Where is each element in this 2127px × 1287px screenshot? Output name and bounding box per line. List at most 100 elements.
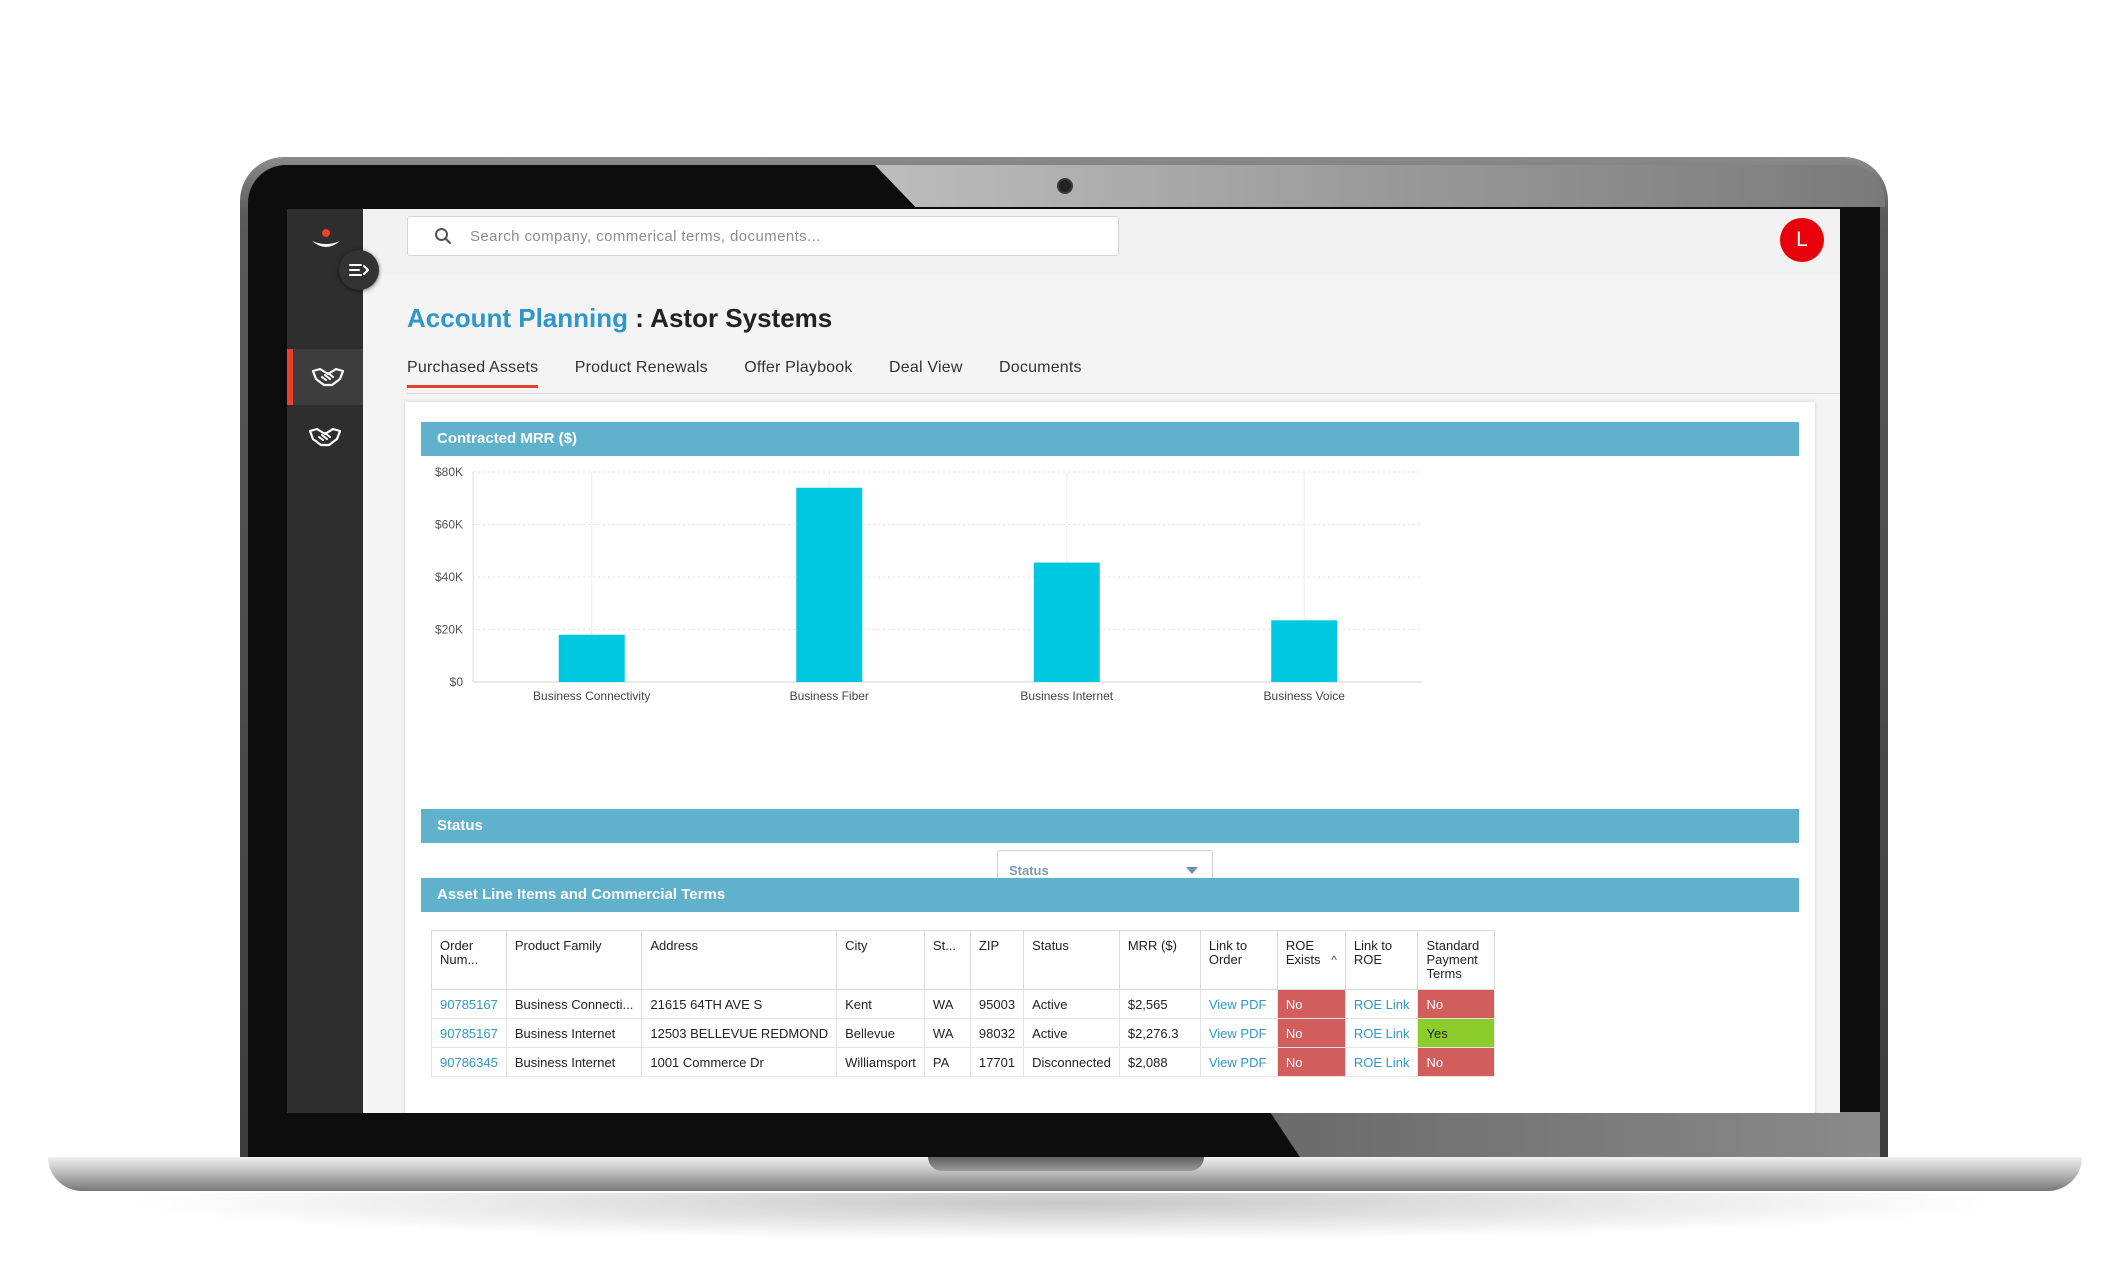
cell-city: Bellevue (836, 1018, 925, 1048)
col-status-header[interactable]: Status (1023, 930, 1120, 990)
cell-order-number[interactable]: 90785167 (431, 989, 507, 1019)
sort-ascending-icon[interactable]: ^ (1331, 953, 1337, 967)
assets-section-header: Asset Line Items and Commercial Terms (421, 878, 1799, 912)
y-tick-label: $40K (435, 570, 463, 584)
bezel-reflection (875, 165, 1885, 207)
col-product-family-header[interactable]: Product Family (505, 930, 643, 990)
x-tick-label: Business Voice (1264, 689, 1346, 703)
tab-purchased-assets[interactable]: Purchased Assets (407, 359, 539, 388)
x-tick-label: Business Connectivity (533, 689, 650, 703)
sidebar-toggle-button[interactable] (339, 250, 379, 290)
sidebar-item-deals[interactable] (287, 409, 363, 465)
col-link-to-roe-header[interactable]: Link to ROE (1344, 930, 1419, 990)
cell-status: Disconnected (1023, 1047, 1120, 1077)
cell-roe-exists: No (1276, 989, 1346, 1019)
cell-payment-terms: No (1417, 989, 1496, 1019)
main-content: Account Planning : Astor Systems Purchas… (363, 273, 1840, 1113)
col-payment-terms-header[interactable]: Standard Payment Terms (1417, 930, 1496, 990)
header-label: Link to ROE (1353, 938, 1393, 967)
cell-product-family: Business Connecti... (505, 989, 643, 1019)
user-avatar[interactable]: L (1780, 218, 1824, 262)
cell-order-number[interactable]: 90785167 (431, 1018, 507, 1048)
tab-product-renewals[interactable]: Product Renewals (574, 359, 708, 376)
cell-roe-exists: No (1276, 1047, 1346, 1077)
cell-link-to-roe[interactable]: ROE Link (1344, 989, 1419, 1019)
sidebar-item-accounts[interactable] (287, 349, 363, 405)
search-icon (435, 228, 452, 245)
bar-business-connectivity (558, 634, 625, 682)
status-section-header: Status (421, 809, 1799, 843)
col-order-number-header[interactable]: Order Num... (431, 930, 507, 990)
x-tick-label: Business Internet (1020, 689, 1113, 703)
cell-order-number[interactable]: 90786345 (431, 1047, 507, 1077)
bar-business-internet (1033, 562, 1100, 682)
cell-mrr: $2,276.3 (1118, 1018, 1201, 1048)
cell-zip: 95003 (969, 989, 1025, 1019)
cell-roe-exists: No (1276, 1018, 1346, 1048)
y-tick-label: $0 (450, 675, 464, 689)
chevron-down-icon (1186, 867, 1198, 874)
table-row: 90785167 Business Internet 12503 BELLEVUE … (431, 1018, 1496, 1048)
cell-zip: 17701 (969, 1047, 1025, 1077)
cell-link-to-order[interactable]: View PDF (1199, 989, 1278, 1019)
header-label: ZIP (978, 938, 1000, 953)
tab-deal-view[interactable]: Deal View (889, 359, 963, 376)
cell-state: WA (923, 989, 971, 1019)
page-title: Account Planning : Astor Systems (407, 303, 832, 334)
search-input[interactable] (468, 221, 1092, 251)
cell-mrr: $2,088 (1118, 1047, 1201, 1077)
cell-address: 12503 BELLEVUE REDMOND (641, 1018, 838, 1048)
cell-address: 21615 64TH AVE S (641, 989, 838, 1019)
header-label: ROE Exists (1285, 938, 1321, 967)
y-tick-label: $60K (435, 518, 463, 532)
breadcrumb-account-planning[interactable]: Account Planning (407, 303, 628, 333)
purchased-assets-panel: Contracted MRR ($) $0 $20K $40K $60K $80K Bus… (405, 402, 1815, 1113)
header-label: Link to Order (1208, 938, 1248, 967)
cell-city: Williamsport (836, 1047, 925, 1077)
col-city-header[interactable]: City (836, 930, 925, 990)
col-mrr-header[interactable]: MRR ($) (1118, 930, 1201, 990)
top-bar: L (363, 209, 1840, 274)
header-label: Product Family (514, 938, 602, 953)
cell-payment-terms: No (1417, 1047, 1496, 1077)
cell-status: Active (1023, 989, 1120, 1019)
cell-payment-terms: Yes (1417, 1018, 1496, 1048)
cell-link-to-roe[interactable]: ROE Link (1344, 1047, 1419, 1077)
webcam (1059, 180, 1071, 192)
cell-status: Active (1023, 1018, 1120, 1048)
laptop-shadow (120, 1193, 2010, 1241)
bar-business-voice (1271, 620, 1338, 682)
y-tick-label: $20K (435, 623, 463, 637)
bar-business-fiber (796, 487, 863, 682)
table-row: 90786345 Business Internet 1001 Commerce D… (431, 1047, 1496, 1077)
y-tick-label: $80K (435, 465, 463, 479)
header-label: MRR ($) (1127, 938, 1177, 953)
handshake-icon (311, 367, 345, 387)
col-roe-exists-header[interactable]: ROE Exists ^ (1276, 930, 1346, 990)
cell-link-to-order[interactable]: View PDF (1199, 1047, 1278, 1077)
col-zip-header[interactable]: ZIP (969, 930, 1025, 990)
header-label: Status (1032, 938, 1069, 953)
cell-state: WA (923, 1018, 971, 1048)
cell-product-family: Business Internet (505, 1047, 643, 1077)
cell-state: PA (923, 1047, 971, 1077)
header-label: Address (650, 938, 699, 953)
header-label: Standard Payment Terms (1426, 938, 1480, 981)
cell-link-to-roe[interactable]: ROE Link (1344, 1018, 1419, 1048)
table-row: 90785167 Business Connecti... 21615 64TH A… (431, 989, 1496, 1019)
col-link-to-order-header[interactable]: Link to Order (1199, 930, 1278, 990)
tab-offer-playbook[interactable]: Offer Playbook (744, 359, 853, 376)
asset-table-wrapper: Order Num... Product Family Address City St.… (431, 930, 1739, 1077)
col-state-header[interactable]: St... (923, 930, 971, 990)
cell-city: Kent (836, 989, 925, 1019)
col-address-header[interactable]: Address (641, 930, 838, 990)
search-box[interactable] (407, 216, 1119, 256)
x-tick-label: Business Fiber (790, 689, 869, 703)
header-label: City (845, 938, 868, 953)
brand-logo (312, 229, 340, 247)
app-screen: L Account Planning : Astor Systems Purch… (287, 209, 1840, 1113)
mrr-bar-chart: $0 $20K $40K $60K $80K Business Connectivity B… (435, 465, 1423, 703)
cell-link-to-order[interactable]: View PDF (1199, 1018, 1278, 1048)
title-separator: : (635, 303, 644, 333)
tab-documents[interactable]: Documents (999, 359, 1082, 376)
